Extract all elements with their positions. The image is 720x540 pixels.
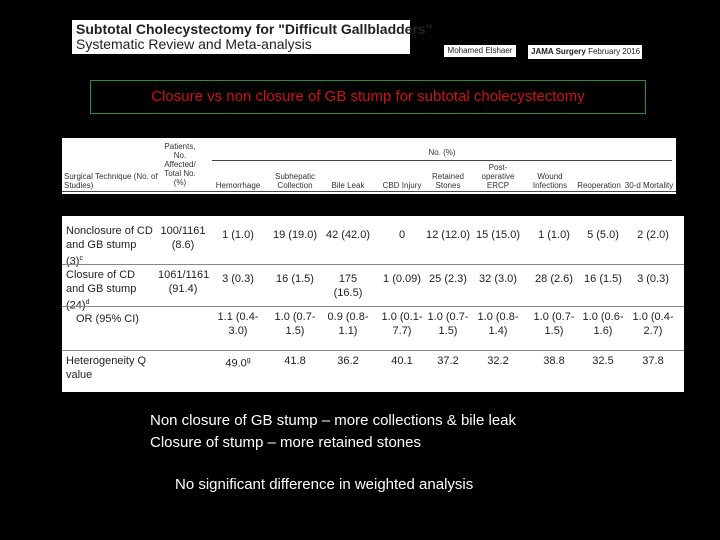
value-cell: 0.9 (0.8-1.1)	[327, 311, 369, 337]
row-label: Nonclosure of CD and GB stump (3)c	[66, 225, 153, 268]
value-cell: 25 (2.3)	[429, 273, 467, 285]
value-cell: 1.0 (0.1-7.7)	[381, 311, 423, 337]
col-header: Wound Infections	[532, 172, 568, 190]
note-closure: Closure of stump – more retained stones	[150, 434, 421, 451]
value-cell: 1 (1.0)	[222, 229, 254, 241]
value-cell: 0	[398, 229, 406, 241]
group-header: No. (%)	[428, 148, 456, 157]
table-row: Heterogeneity Q value 49.0g 41.8 36.2 40.1 37…	[62, 350, 684, 392]
col-header: Bile Leak	[331, 181, 365, 190]
row-divider	[62, 350, 684, 351]
value-cell: 37.8	[642, 355, 664, 367]
paper-title: Subtotal Cholecystectomy for "Difficult …	[76, 21, 433, 37]
col-patients-header: Patients, No. Affected/ Total No. (%)	[164, 142, 196, 187]
value-cell: 32.5	[592, 355, 614, 367]
row-label: Heterogeneity Q value	[66, 355, 147, 381]
row-label: Closure of CD and GB stump (24)d	[66, 269, 137, 312]
row-label-footnote: d	[85, 299, 90, 306]
group-header-rule	[212, 160, 672, 161]
journal-name: JAMA Surgery	[531, 47, 586, 56]
data-table: Nonclosure of CD and GB stump (3)c 100/11…	[62, 216, 684, 392]
value-cell: 40.1	[391, 355, 413, 367]
value-cell: 16 (1.5)	[276, 273, 314, 285]
patients-cell: 100/1161 (8.6)	[160, 225, 206, 251]
value-cell: 19 (19.0)	[272, 229, 318, 241]
value-footnote: g	[246, 357, 251, 364]
value-cell: 1.1 (0.4-3.0)	[217, 311, 259, 337]
author-label: Mohamed Elshaer	[444, 45, 516, 57]
value-cell: 36.2	[337, 355, 359, 367]
col-header: 30-d Mortality	[624, 181, 674, 190]
value-cell: 175 (16.5)	[333, 273, 363, 299]
journal-date: February 2016	[588, 47, 641, 56]
value-cell: 2 (2.0)	[637, 229, 669, 241]
col-technique-header: Surgical Technique (No. of Studies)	[64, 172, 158, 190]
paper-subtitle: Systematic Review and Meta-analysis	[76, 36, 312, 52]
col-header: Reoperation	[577, 181, 621, 190]
paper-header: Subtotal Cholecystectomy for "Difficult …	[72, 20, 433, 54]
value-cell: 1.0 (0.6-1.6)	[582, 311, 624, 337]
value-cell: 37.2	[437, 355, 459, 367]
row-label: OR (95% CI)	[76, 313, 139, 325]
value-cell: 32 (3.0)	[479, 273, 517, 285]
row-divider	[62, 306, 684, 307]
value-cell: 15 (15.0)	[475, 229, 521, 241]
value-cell: 5 (5.0)	[587, 229, 619, 241]
conclusion: No significant difference in weighted an…	[175, 476, 474, 493]
value-cell: 1.0 (0.4-2.7)	[632, 311, 674, 337]
value-cell: 3 (0.3)	[637, 273, 669, 285]
value-cell: 41.8	[284, 355, 306, 367]
value-cell: 3 (0.3)	[222, 273, 254, 285]
value-cell: 1.0 (0.8-1.4)	[477, 311, 519, 337]
col-header: Hemorrhage	[215, 181, 261, 190]
col-header: Retained Stones	[431, 172, 465, 190]
header-bottom-rule	[62, 191, 676, 192]
table-row: OR (95% CI) 1.1 (0.4-3.0) 1.0 (0.7-1.5) 0.9…	[62, 306, 684, 352]
value-cell: 16 (1.5)	[584, 273, 622, 285]
patients-cell: 1061/1161 (91.4)	[158, 269, 210, 295]
col-header: Post-operative ERCP	[481, 163, 515, 190]
value-cell: 1 (0.09)	[383, 273, 421, 285]
value-cell: 38.8	[543, 355, 565, 367]
value-cell: 12 (12.0)	[425, 229, 471, 241]
table-row: Nonclosure of CD and GB stump (3)c 100/11…	[62, 222, 684, 268]
row-divider	[62, 264, 684, 265]
value-cell: 49.0g	[225, 357, 251, 370]
value-cell: 1.0 (0.7-1.5)	[533, 311, 575, 337]
value-cell: 42 (42.0)	[325, 229, 371, 241]
note-nonclosure: Non closure of GB stump – more collectio…	[150, 412, 516, 429]
col-header: Subhepatic Collection	[274, 172, 316, 190]
value-cell: 1.0 (0.7-1.5)	[427, 311, 469, 337]
value-cell: 32.2	[487, 355, 509, 367]
slide-title: Closure vs non closure of GB stump for s…	[90, 80, 646, 114]
table-header: Surgical Technique (No. of Studies) Pati…	[62, 138, 676, 194]
value-cell: 28 (2.6)	[535, 273, 573, 285]
col-header: CBD Injury	[382, 181, 422, 190]
value-cell: 1 (1.0)	[538, 229, 570, 241]
notes: Non closure of GB stump – more collectio…	[150, 410, 516, 454]
table-row: Closure of CD and GB stump (24)d 1061/116…	[62, 264, 684, 312]
journal-label: JAMA Surgery February 2016	[528, 45, 642, 59]
value-cell: 1.0 (0.7-1.5)	[274, 311, 316, 337]
row-label-footnote: c	[79, 255, 83, 262]
